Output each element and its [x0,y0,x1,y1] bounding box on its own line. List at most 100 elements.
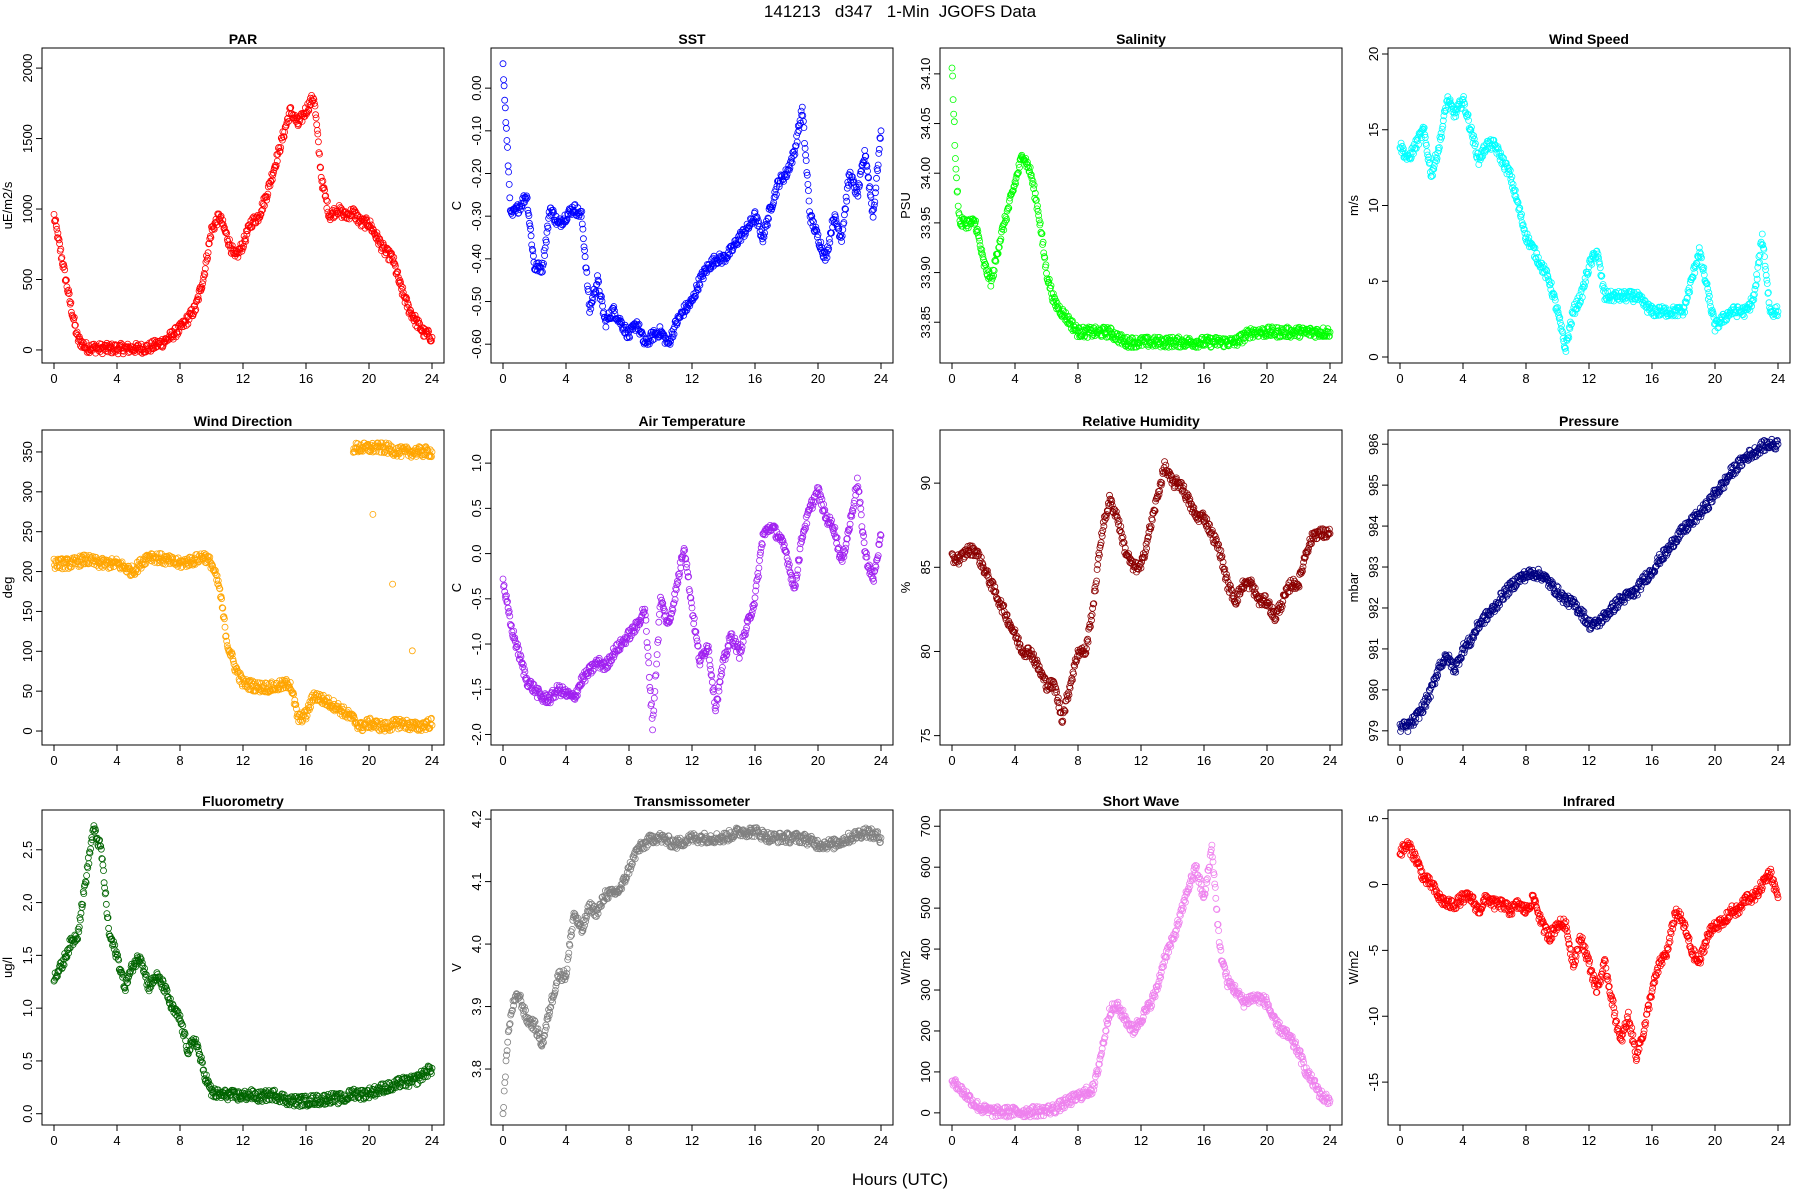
data-point [949,72,956,80]
data-point [54,229,62,237]
data-point [316,163,324,171]
x-tick-label: 20 [362,371,376,386]
data-point [243,230,251,238]
data-point [793,132,800,140]
data-point [699,275,707,283]
data-point [312,111,320,119]
data-point [388,252,396,260]
data-point [505,168,513,176]
data-point [427,337,435,345]
data-point [323,197,331,205]
data-point [618,319,626,327]
data-point [579,225,587,233]
data-point [525,212,533,220]
x-tick-label: 12 [685,371,699,386]
data-point [679,308,687,316]
data-point [319,184,327,192]
x-tick-label: 24 [425,371,439,386]
data-point [390,259,398,267]
x-tick-label: 0 [948,753,955,768]
data-point [718,259,726,267]
data-point [671,590,678,598]
data-point [72,321,79,329]
data-point [199,280,206,288]
y-tick-label: 34.00 [918,157,933,190]
data-point [404,301,412,309]
data-point [580,243,588,251]
x-tick-label: 8 [1074,371,1081,386]
data-point [581,246,588,254]
x-tick-label: 16 [299,753,313,768]
y-tick-label: -0.50 [469,287,484,317]
data-point [506,194,514,202]
data-point [589,297,597,304]
data-point [952,165,960,173]
data-point [526,222,534,230]
data-point [877,127,885,135]
data-point [504,162,512,170]
data-point [192,306,200,313]
data-point [319,177,327,185]
plot-frame [939,47,1343,364]
data-point [273,157,281,165]
data-point [501,104,509,112]
data-point [583,268,591,276]
panel-title: Wind Direction [194,413,293,429]
data-point [269,169,277,177]
data-point [266,182,274,190]
data-point [873,174,880,182]
data-point [195,296,203,304]
data-point [78,338,86,345]
data-point [577,213,585,221]
panel-title: Salinity [1116,31,1166,47]
data-point [370,226,377,234]
y-tick-label: -2.0 [469,723,484,745]
data-point [578,220,586,228]
data-point [598,297,606,305]
y-tick-label: 80 [918,644,933,658]
x-tick-label: 4 [1011,371,1018,386]
data-point [383,244,391,252]
data-point [798,103,806,111]
data-point [634,321,642,329]
data-point [104,348,112,356]
data-point [580,235,587,243]
data-point [1043,269,1050,277]
data-point [874,161,882,169]
data-point [1088,611,1096,618]
data-point [735,654,743,662]
data-point [264,183,272,191]
data-point [1094,561,1102,569]
data-point [540,260,547,267]
y-tick-label: 0 [20,727,35,734]
data-point [586,308,593,316]
data-point [578,207,586,215]
data-point [234,253,242,261]
data-point [311,102,319,110]
panel-title: SST [678,31,706,47]
data-point [264,190,272,198]
data-point [722,255,730,263]
data-point [857,511,865,519]
data-point [860,539,868,547]
y-tick-label: 50 [20,684,35,698]
y-tick-label: 10 [1366,198,1381,212]
data-series [1396,93,1782,355]
x-tick-label: 24 [1323,371,1337,386]
data-point [950,110,958,118]
y-tick-label: 250 [20,521,35,543]
data-point [500,76,508,83]
data-point [793,138,801,146]
data-point [55,236,63,244]
data-point [70,313,78,321]
data-point [68,311,76,319]
data-point [350,205,358,213]
data-point [218,220,226,228]
x-tick-label: 20 [811,371,825,386]
y-tick-label: -0.10 [469,116,484,146]
data-point [272,162,280,169]
x-tick-label: 4 [113,371,120,386]
data-point [184,320,192,328]
y-tick-label: 150 [20,601,35,623]
data-point [242,237,250,245]
